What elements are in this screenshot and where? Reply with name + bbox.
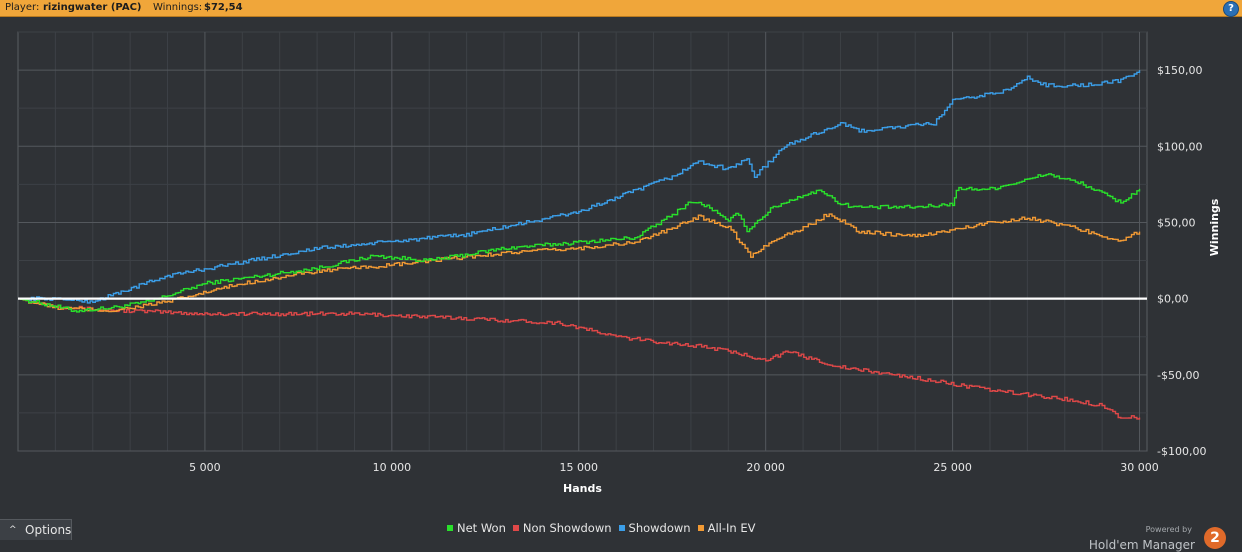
legend-label: Showdown xyxy=(628,521,691,535)
legend-swatch xyxy=(447,525,453,531)
x-tick-label: 25 000 xyxy=(933,461,972,474)
y-tick-label: $100,00 xyxy=(1157,140,1203,153)
legend-item[interactable]: Net Won xyxy=(447,521,506,535)
options-label: Options xyxy=(25,523,72,537)
x-axis-title: Hands xyxy=(563,482,602,495)
winnings-chart: 5 000 10 000 15 000 20 000 25 000 30 000 $150,… xyxy=(17,31,1221,495)
minor-grid xyxy=(18,31,1147,451)
legend-item[interactable]: Non Showdown xyxy=(512,521,612,535)
legend-label: Net Won xyxy=(457,521,506,535)
series-line-non-showdown xyxy=(18,297,1141,420)
player-label: Player: xyxy=(5,2,40,13)
major-grid xyxy=(18,32,1147,452)
legend-swatch xyxy=(512,525,519,531)
y-tick-label: $150,00 xyxy=(1157,64,1203,77)
brand-name: Hold'em Manager xyxy=(1088,538,1195,552)
player-name: rizingwater (PAC) xyxy=(43,2,142,13)
x-tick-label: 15 000 xyxy=(560,461,599,474)
x-tick-label: 5 000 xyxy=(189,461,221,474)
legend-label: Non Showdown xyxy=(522,521,612,535)
help-icon[interactable]: ? xyxy=(1223,1,1239,17)
legend-item[interactable]: Showdown xyxy=(618,521,691,535)
winnings-label: Winnings: xyxy=(153,2,203,13)
y-tick-label: $0,00 xyxy=(1157,293,1189,306)
powered-by-label: Powered by xyxy=(1145,525,1192,534)
legend-swatch xyxy=(697,525,704,531)
series-line-showdown xyxy=(18,70,1141,304)
chevron-up-icon: ^ xyxy=(9,525,17,535)
x-tick-label: 30 000 xyxy=(1120,461,1159,474)
series-line-all-in-ev xyxy=(18,213,1141,313)
legend-swatch xyxy=(618,525,625,531)
y-axis-title: Winnings xyxy=(1208,198,1221,256)
title-bar: Player: rizingwater (PAC) Winnings: $72,… xyxy=(0,0,1242,17)
chart-legend: Net Won Non Showdown Showdown All-In EV xyxy=(447,521,762,535)
y-tick-label: $50,00 xyxy=(1157,216,1196,229)
x-tick-label: 10 000 xyxy=(373,461,412,474)
y-tick-label: -$100,00 xyxy=(1157,445,1206,458)
series-line-net-won xyxy=(18,173,1141,313)
options-button[interactable]: ^ Options xyxy=(0,519,72,540)
y-tick-label: -$50,00 xyxy=(1157,369,1199,382)
x-tick-label: 20 000 xyxy=(746,461,785,474)
winnings-value: $72,54 xyxy=(204,2,243,13)
legend-label: All-In EV xyxy=(707,521,756,535)
legend-item[interactable]: All-In EV xyxy=(697,521,756,535)
hm2-logo-icon: 2 xyxy=(1204,527,1226,549)
